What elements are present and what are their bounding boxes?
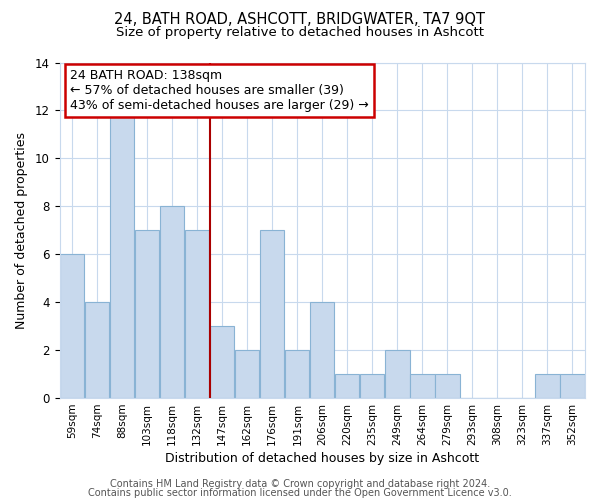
Bar	[435, 374, 460, 398]
Bar	[85, 302, 109, 398]
Text: 24 BATH ROAD: 138sqm
← 57% of detached houses are smaller (39)
43% of semi-detac: 24 BATH ROAD: 138sqm ← 57% of detached h…	[70, 69, 369, 112]
Bar	[385, 350, 410, 398]
Bar	[335, 374, 359, 398]
Bar	[360, 374, 385, 398]
Bar	[285, 350, 310, 398]
Text: Size of property relative to detached houses in Ashcott: Size of property relative to detached ho…	[116, 26, 484, 39]
Bar	[210, 326, 235, 398]
X-axis label: Distribution of detached houses by size in Ashcott: Distribution of detached houses by size …	[165, 452, 479, 465]
Bar	[135, 230, 160, 398]
Text: Contains public sector information licensed under the Open Government Licence v3: Contains public sector information licen…	[88, 488, 512, 498]
Text: 24, BATH ROAD, ASHCOTT, BRIDGWATER, TA7 9QT: 24, BATH ROAD, ASHCOTT, BRIDGWATER, TA7 …	[115, 12, 485, 28]
Bar	[110, 110, 134, 398]
Bar	[310, 302, 334, 398]
Text: Contains HM Land Registry data © Crown copyright and database right 2024.: Contains HM Land Registry data © Crown c…	[110, 479, 490, 489]
Bar	[235, 350, 259, 398]
Bar	[560, 374, 584, 398]
Y-axis label: Number of detached properties: Number of detached properties	[15, 132, 28, 329]
Bar	[410, 374, 434, 398]
Bar	[260, 230, 284, 398]
Bar	[60, 254, 85, 398]
Bar	[185, 230, 209, 398]
Bar	[535, 374, 560, 398]
Bar	[160, 206, 184, 398]
